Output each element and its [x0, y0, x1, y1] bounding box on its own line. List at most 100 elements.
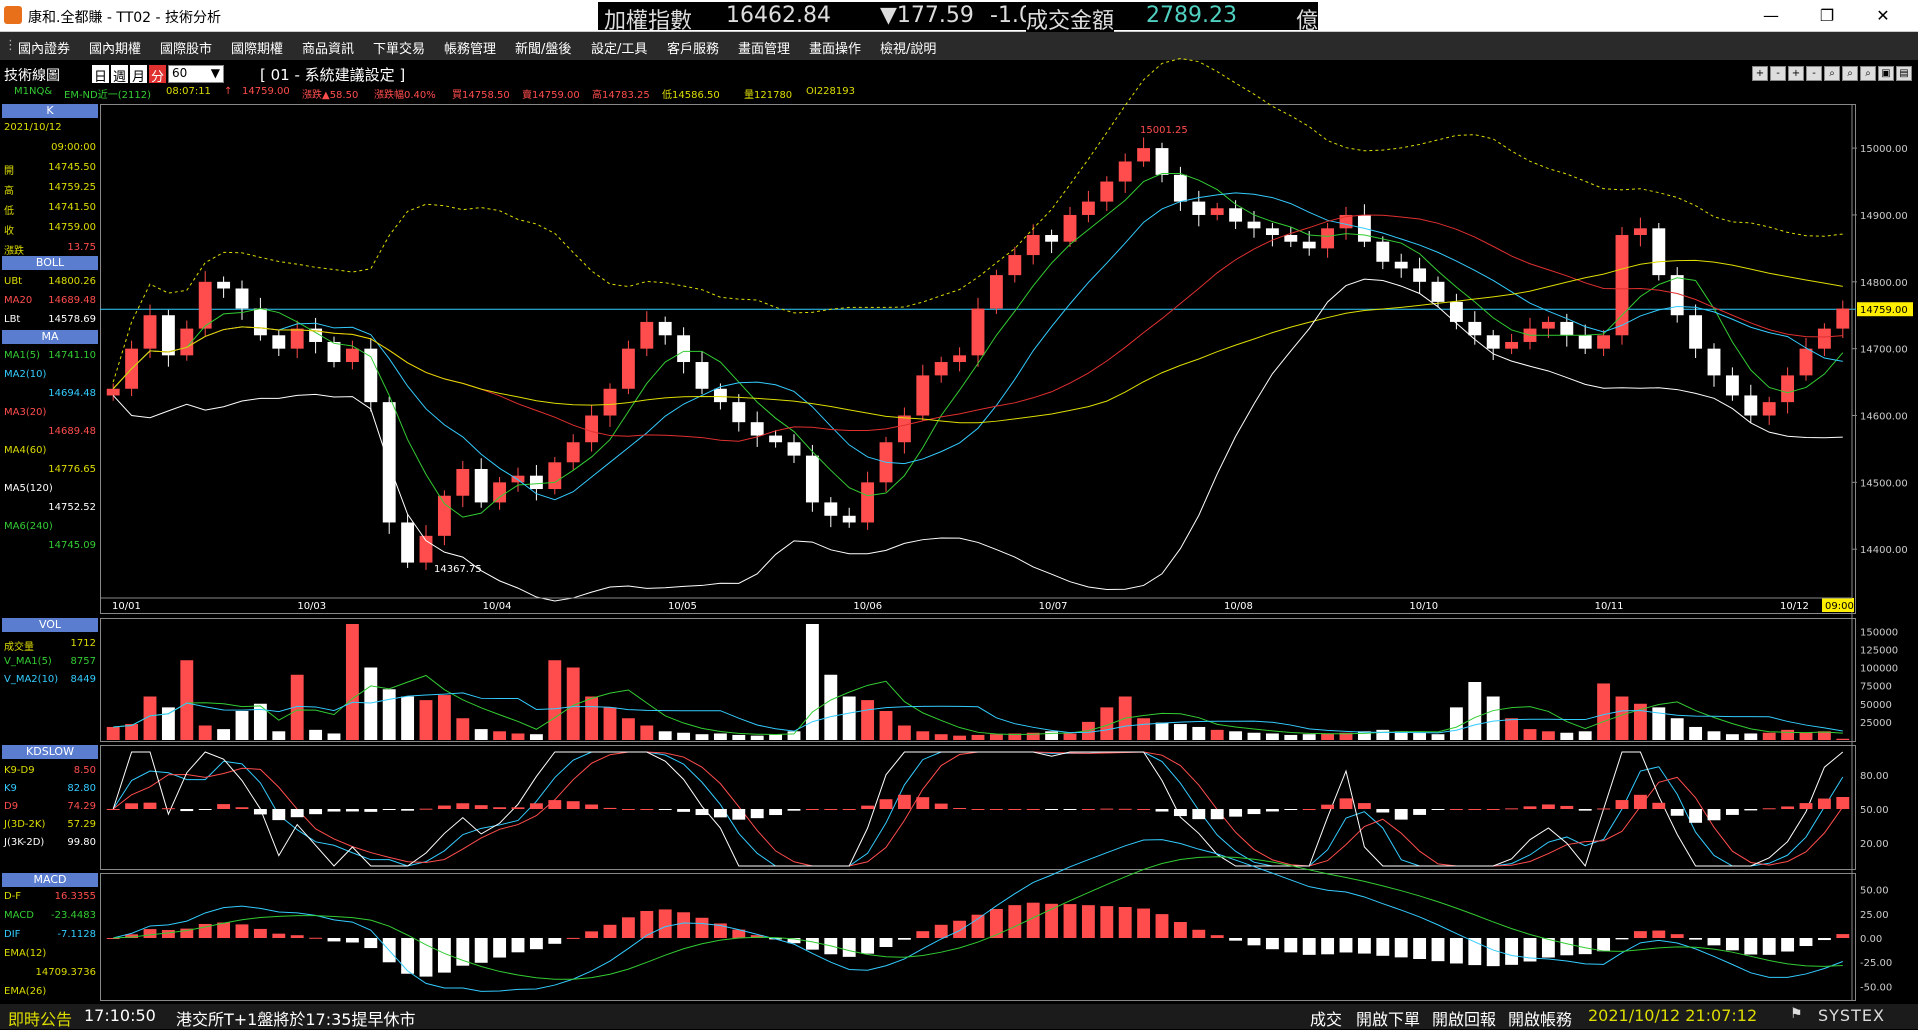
tool-shrink-icon[interactable]: -: [1770, 66, 1786, 81]
volume-bar: [1486, 696, 1500, 740]
macd-histogram-bar: [713, 923, 727, 938]
k-low: 低 14741.50: [4, 202, 96, 217]
candle-body: [1799, 348, 1813, 376]
volume-bar: [1265, 733, 1279, 740]
period-day-button[interactable]: 日: [92, 65, 110, 85]
volume-bar: [1155, 722, 1169, 740]
indicator-setting-name[interactable]: [ 01 - 系統建議設定 ]: [260, 66, 406, 84]
kd-diff-bar: [1449, 809, 1463, 810]
menu-grip-icon: ⋮: [4, 38, 17, 53]
k-close: 收 14759.00: [4, 222, 96, 237]
kd-diff-bar: [1155, 809, 1169, 812]
kd-diff-bar: [1045, 809, 1059, 810]
volume-bar: [1045, 731, 1059, 740]
quote-arrow: ↑: [224, 86, 233, 97]
macd-axis-tick: 0.00: [1860, 934, 1882, 945]
ma60-line: [112, 259, 1843, 424]
volume-bar: [382, 689, 396, 740]
macd-histogram-bar: [989, 909, 1003, 938]
menu-item-domestic-securities[interactable]: 國內證券: [18, 42, 71, 57]
candle-body: [364, 348, 378, 403]
boll-upper-label: UBt: [4, 276, 23, 287]
close-icon[interactable]: ✕: [1876, 6, 1890, 25]
macd-histogram-bar: [1468, 938, 1482, 966]
macd-axis-tick: -50.00: [1860, 982, 1892, 993]
open-order-button[interactable]: 開啟下單: [1356, 1010, 1421, 1029]
tool-save-icon[interactable]: ▣: [1878, 66, 1894, 81]
kd-diff-bar: [1192, 809, 1206, 820]
menu-item-screen-management[interactable]: 畫面管理: [738, 42, 791, 57]
macd-histogram-bar: [1633, 931, 1647, 938]
interval-select[interactable]: 60 ▼: [168, 65, 224, 83]
kd-diff-bar: [1707, 809, 1721, 821]
volume-bar: [419, 700, 433, 740]
tool-search-icon[interactable]: ⌕: [1824, 66, 1840, 81]
candle-body: [1817, 328, 1831, 349]
k-date-value: 2021/10/12: [4, 122, 62, 133]
volume-bar: [989, 734, 1003, 740]
tool-window-icon[interactable]: ▤: [1896, 66, 1912, 81]
j2-value: 99.80: [67, 837, 96, 848]
period-minute-button[interactable]: 分: [149, 65, 167, 85]
period-week-button[interactable]: 週: [111, 65, 129, 85]
open-account-button[interactable]: 開啟帳務: [1508, 1010, 1573, 1029]
k-open-label: 開: [4, 166, 14, 177]
menu-item-account[interactable]: 帳務管理: [444, 42, 497, 57]
macd-histogram-bar: [493, 938, 507, 958]
restore-icon[interactable]: ❐: [1819, 6, 1835, 25]
kd-diff-bar: [1689, 809, 1703, 823]
menu-item-intl-stocks[interactable]: 國際股市: [160, 42, 213, 57]
open-report-button[interactable]: 開啟回報: [1432, 1010, 1497, 1029]
macd-histogram-bar: [861, 938, 875, 954]
volume-bar: [1541, 731, 1555, 740]
macd-axis-tick: -25.00: [1860, 958, 1892, 969]
quote-time: 08:07:11: [166, 86, 211, 97]
tool-zoom-icon[interactable]: +: [1752, 66, 1768, 81]
minimize-icon[interactable]: —: [1763, 6, 1779, 25]
tool-search3-icon[interactable]: ⌕: [1860, 66, 1876, 81]
candle-body: [327, 341, 341, 363]
volume-bar: [1302, 734, 1316, 740]
kd-diff-bar: [1118, 808, 1132, 810]
kd-diff-bar: [1799, 803, 1813, 809]
macd-histogram-bar: [106, 938, 120, 939]
menu-item-news[interactable]: 新聞/盤後: [515, 42, 572, 57]
technical-chart[interactable]: 15000.00 14900.00 14800.00 14700.00 14600.00…: [0, 0, 1918, 1004]
volume-bar: [1689, 726, 1703, 740]
menu-item-customer-service[interactable]: 客戶服務: [667, 42, 720, 57]
volume-bar: [1707, 731, 1721, 740]
tool-search2-icon[interactable]: ⌕: [1842, 66, 1858, 81]
kd-axis-tick: 80.00: [1860, 771, 1889, 782]
macd-histogram-bar: [327, 938, 341, 942]
date-axis-label: 10/06: [853, 601, 882, 612]
boll-mid: MA20 14689.48: [4, 295, 96, 307]
date-axis-label: 10/07: [1039, 601, 1068, 612]
kd-diff-bar: [1376, 809, 1390, 813]
menu-item-view-help[interactable]: 檢視/說明: [880, 42, 937, 57]
kd-diff-row: K9-D9 8.50: [4, 765, 96, 777]
menu-item-screen-operation[interactable]: 畫面操作: [809, 42, 862, 57]
kd-diff-bar: [106, 809, 120, 810]
menu-item-trading[interactable]: 下單交易: [373, 42, 426, 57]
ticker-change: ▼177.59: [880, 3, 974, 28]
trades-button[interactable]: 成交: [1310, 1010, 1343, 1029]
menu-item-intl-futures[interactable]: 國際期權: [231, 42, 284, 57]
candle-body: [345, 348, 359, 363]
candle-body: [1247, 221, 1261, 229]
ma1: MA1(5) 14741.10: [4, 350, 96, 362]
tool-plus-icon[interactable]: +: [1788, 66, 1804, 81]
menu-item-product-info[interactable]: 商品資訊: [302, 42, 355, 57]
quote-low: 低14586.50: [662, 90, 720, 101]
menu-item-settings-tools[interactable]: 設定/工具: [591, 42, 648, 57]
volume-bar: [1652, 707, 1666, 740]
kd-diff-bar: [1339, 798, 1353, 809]
candle-body: [1689, 315, 1703, 349]
kd-diff-bar: [1578, 809, 1592, 811]
period-month-button[interactable]: 月: [130, 65, 148, 85]
announcement-label[interactable]: 即時公告: [8, 1010, 73, 1029]
time-tag-bg: [1822, 598, 1854, 612]
volume-bar: [1505, 718, 1519, 740]
menu-item-domestic-futures[interactable]: 國內期權: [89, 42, 142, 57]
time-tag: 09:00: [1825, 601, 1854, 612]
tool-minus-icon[interactable]: -: [1806, 66, 1822, 81]
